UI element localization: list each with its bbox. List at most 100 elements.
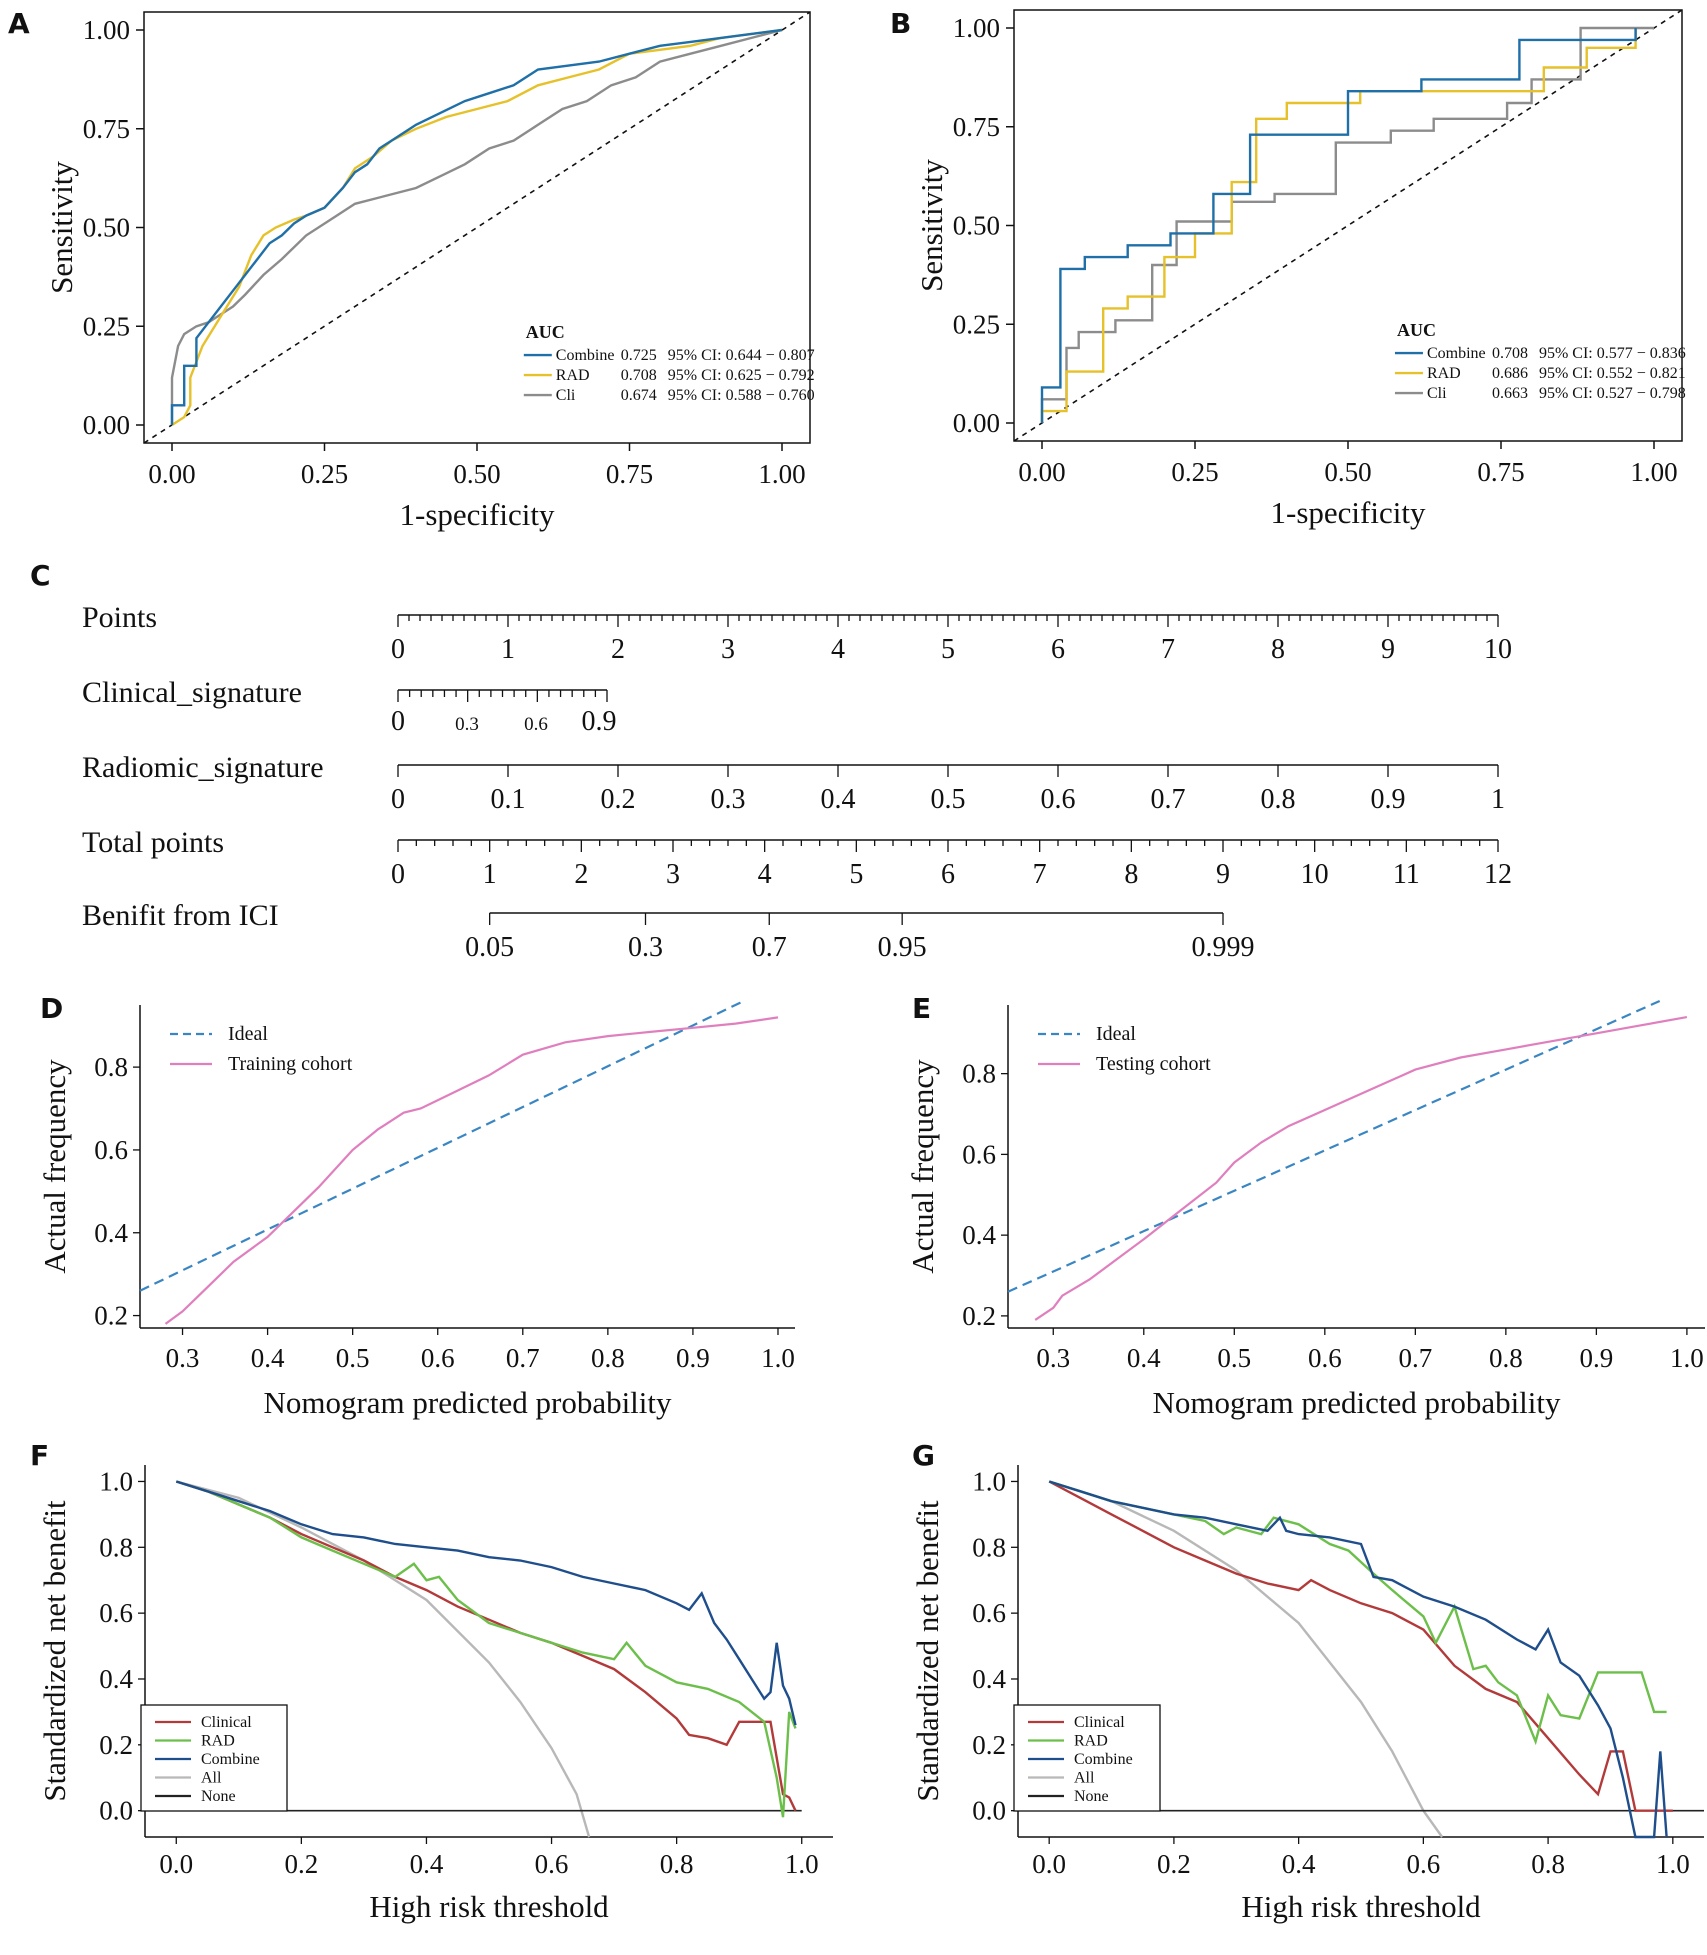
legend-name: RAD [1427,365,1461,382]
legend-name: Combine [556,347,615,364]
y-tick-label: 0.25 [83,311,130,341]
x-axis-label: Nomogram predicted probability [263,1385,672,1420]
total-points-tick-label: 7 [1033,859,1047,890]
panel-a-roc-training: 0.00 0.25 0.50 0.75 1.00 0.00 0.25 0.50 0.75 1.00… [44,11,815,532]
y-tick-label: 0.2 [94,1301,128,1331]
points-tick-label: 3 [721,634,735,665]
x-tick-label: 0.5 [1217,1343,1251,1373]
nomogram-row-label: Clinical_signature [82,676,302,709]
diagonal-reference-line [1013,9,1683,442]
nomogram-row-label: Benifit from ICI [82,899,279,932]
calibration-curve [1034,1016,1688,1321]
x-tick-label: 1.0 [761,1343,795,1373]
x-tick-label: 0.3 [1036,1343,1070,1373]
panel-g-dca-testing: 0.0 0.2 0.4 0.6 0.8 1.0 0.0 0.2 0.4 0.6 0.8 1.0 High… [910,1465,1704,1924]
radiomic-tick-label: 0 [391,784,405,815]
panel-c-nomogram: Points Clinical_signature Radiomic_signatu… [82,601,1512,963]
panel-label-d: D [40,992,63,1025]
panel-label-c: C [30,559,51,592]
radiomic-tick-label: 0.7 [1151,784,1186,815]
dca-curve-clinical [1048,1480,1673,1812]
y-tick-label: 0.8 [99,1532,133,1562]
y-tick-label: 0.25 [953,309,1000,339]
total-points-tick-label: 4 [758,859,772,890]
points-tick-label: 10 [1484,634,1512,665]
panel-label-b: B [890,7,911,40]
legend-ci: 95% CI: 0.577 − 0.836 [1539,345,1686,362]
x-tick-label: 0.00 [148,459,195,489]
total-points-tick-label: 0 [391,859,405,890]
points-tick-label: 8 [1271,634,1285,665]
y-tick-label: 0.75 [953,112,1000,142]
x-axis-label: High risk threshold [369,1889,609,1924]
points-tick-label: 7 [1161,634,1175,665]
legend-ci: 95% CI: 0.644 − 0.807 [668,347,815,364]
dca-curve-all [1048,1480,1444,1838]
legend-ci: 95% CI: 0.625 − 0.792 [668,367,815,384]
points-tick-label: 2 [611,634,625,665]
y-tick-label: 0.2 [972,1730,1006,1760]
x-tick-label: 1.0 [1670,1343,1704,1373]
benefit-tick-label: 0.95 [878,932,927,963]
roc-curve-combine [170,28,783,425]
x-tick-label: 0.6 [1406,1849,1440,1879]
legend-label: Combine [201,1751,260,1768]
legend-title: AUC [1397,320,1436,340]
legend-ci: 95% CI: 0.588 − 0.760 [668,387,815,404]
y-axis-label: Standardized net benefit [37,1500,72,1802]
x-tick-label: 0.25 [301,459,348,489]
x-tick-label: 0.6 [535,1849,569,1879]
y-axis-label: Sensitivity [44,161,79,294]
panel-label-g: G [912,1439,935,1472]
legend-auc: 0.725 [621,347,657,364]
y-tick-label: 0.8 [94,1052,128,1082]
diagonal-reference-line [143,11,811,444]
clinical-tick-label: 0.6 [524,714,548,735]
panel-label-e: E [912,992,931,1025]
x-axis-label: 1-specificity [1271,495,1426,530]
x-tick-label: 0.2 [284,1849,318,1879]
legend-ci: 95% CI: 0.527 − 0.798 [1539,385,1686,402]
clinical-tick-label: 0.9 [582,706,617,737]
benefit-tick-label: 0.7 [752,932,787,963]
legend-label: Combine [1074,1751,1133,1768]
y-tick-label: 0.6 [99,1598,133,1628]
x-tick-label: 0.6 [421,1343,455,1373]
y-tick-label: 0.0 [972,1796,1006,1826]
x-tick-label: 1.0 [785,1849,819,1879]
total-points-tick-label: 11 [1393,859,1420,890]
legend-label: RAD [1074,1733,1108,1750]
radiomic-tick-label: 0.9 [1371,784,1406,815]
y-axis-label: Sensitivity [914,159,949,292]
radiomic-tick-label: 0.2 [601,784,636,815]
legend-label: All [1074,1770,1095,1787]
legend-name: Cli [556,387,576,404]
y-tick-label: 0.50 [83,213,130,243]
points-tick-label: 0 [391,634,405,665]
dca-curve-combine [175,1480,797,1726]
clinical-tick-label: 0 [391,706,405,737]
total-points-tick-label: 2 [574,859,588,890]
legend-label: None [201,1788,236,1805]
y-tick-label: 0.75 [83,114,130,144]
legend-name: Cli [1427,385,1447,402]
x-tick-label: 0.50 [453,459,500,489]
total-points-tick-label: 10 [1301,859,1329,890]
y-tick-label: 0.50 [953,211,1000,241]
x-tick-label: 0.4 [251,1343,285,1373]
total-points-tick-label: 3 [666,859,680,890]
benefit-tick-label: 0.05 [465,932,514,963]
y-tick-label: 1.0 [99,1466,133,1496]
legend-title: AUC [526,322,565,342]
x-tick-label: 0.4 [1282,1849,1316,1879]
x-tick-label: 0.5 [336,1343,370,1373]
y-tick-label: 0.00 [953,408,1000,438]
x-tick-label: 1.00 [1630,457,1677,487]
nomogram-row-label: Total points [82,826,224,859]
points-tick-label: 4 [831,634,845,665]
legend-auc: 0.674 [621,387,657,404]
x-tick-label: 0.4 [1127,1343,1161,1373]
dca-curve-rad [1048,1480,1667,1746]
legend-label: All [201,1770,222,1787]
total-points-tick-label: 12 [1484,859,1512,890]
